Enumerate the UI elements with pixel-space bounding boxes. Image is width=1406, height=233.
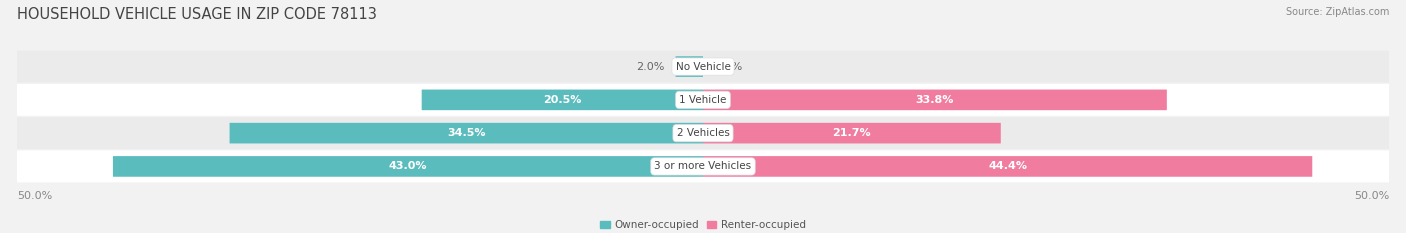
Legend: Owner-occupied, Renter-occupied: Owner-occupied, Renter-occupied bbox=[596, 216, 810, 233]
FancyBboxPatch shape bbox=[675, 56, 703, 77]
FancyBboxPatch shape bbox=[112, 156, 703, 177]
Text: 33.8%: 33.8% bbox=[915, 95, 955, 105]
FancyBboxPatch shape bbox=[703, 156, 1312, 177]
Text: 43.0%: 43.0% bbox=[388, 161, 427, 171]
Text: 44.4%: 44.4% bbox=[988, 161, 1028, 171]
Text: 21.7%: 21.7% bbox=[832, 128, 872, 138]
Text: 3 or more Vehicles: 3 or more Vehicles bbox=[654, 161, 752, 171]
FancyBboxPatch shape bbox=[229, 123, 703, 144]
FancyBboxPatch shape bbox=[17, 151, 1389, 182]
Text: 50.0%: 50.0% bbox=[1354, 191, 1389, 201]
FancyBboxPatch shape bbox=[17, 84, 1389, 116]
FancyBboxPatch shape bbox=[703, 123, 1001, 144]
Text: 1 Vehicle: 1 Vehicle bbox=[679, 95, 727, 105]
Text: 50.0%: 50.0% bbox=[17, 191, 52, 201]
Text: 2 Vehicles: 2 Vehicles bbox=[676, 128, 730, 138]
Text: 34.5%: 34.5% bbox=[447, 128, 485, 138]
Text: Source: ZipAtlas.com: Source: ZipAtlas.com bbox=[1285, 7, 1389, 17]
Text: No Vehicle: No Vehicle bbox=[675, 62, 731, 72]
FancyBboxPatch shape bbox=[422, 89, 703, 110]
FancyBboxPatch shape bbox=[17, 51, 1389, 82]
Text: 2.0%: 2.0% bbox=[636, 62, 665, 72]
FancyBboxPatch shape bbox=[17, 117, 1389, 149]
FancyBboxPatch shape bbox=[703, 89, 1167, 110]
Text: HOUSEHOLD VEHICLE USAGE IN ZIP CODE 78113: HOUSEHOLD VEHICLE USAGE IN ZIP CODE 7811… bbox=[17, 7, 377, 22]
Text: 0.0%: 0.0% bbox=[714, 62, 742, 72]
Text: 20.5%: 20.5% bbox=[543, 95, 582, 105]
